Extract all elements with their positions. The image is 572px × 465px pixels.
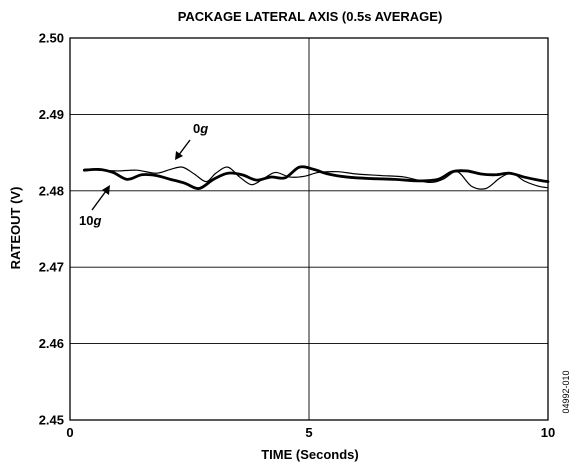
chart-title: PACKAGE LATERAL AXIS (0.5s AVERAGE) [178,9,443,24]
series-10g-line [82,165,550,190]
annotation-0g-arrowhead [175,151,183,160]
annotation-10g-arrowhead [102,185,110,195]
x-tick-label: 0 [66,425,73,440]
x-axis-label: TIME (Seconds) [261,447,359,462]
annotation-0g-leader [177,139,191,157]
figure-code: 04992-010 [561,370,571,413]
series-lines [82,165,550,190]
y-tick-label: 2.49 [39,107,64,122]
y-tick-label: 2.45 [39,413,64,428]
series-0g-line [83,166,549,190]
tick-labels: 2.45 2.46 2.47 2.48 2.49 2.50 0 5 10 [39,31,556,441]
x-tick-label: 5 [305,425,312,440]
y-tick-label: 2.50 [39,31,64,46]
annotation-10g-leader [91,190,107,211]
grid-lines [70,38,548,420]
annotation-10g: 10g [79,213,101,228]
y-tick-label: 2.48 [39,183,64,198]
y-tick-label: 2.46 [39,336,64,351]
plot-frame [69,37,549,421]
annotation-0g: 0g [193,121,208,136]
x-tick-label: 10 [541,425,555,440]
y-axis-label: RATEOUT (V) [8,187,23,270]
y-tick-label: 2.47 [39,260,64,275]
